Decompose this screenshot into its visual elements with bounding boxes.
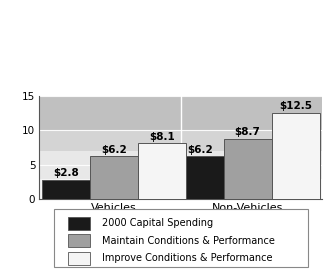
FancyBboxPatch shape (54, 209, 308, 267)
FancyBboxPatch shape (68, 252, 90, 265)
Bar (176, 156, 224, 199)
Bar (39, 96, 322, 130)
Text: $6.2: $6.2 (101, 145, 127, 155)
Text: $2.8: $2.8 (53, 168, 79, 178)
Text: A Comparison 2000 Capital Spending with
Average Annual Investment Requirements
(: A Comparison 2000 Capital Spending with … (32, 25, 297, 62)
FancyBboxPatch shape (68, 216, 90, 230)
Bar (39, 130, 322, 151)
Bar (138, 143, 186, 199)
Bar (224, 139, 272, 199)
Text: $6.2: $6.2 (187, 145, 213, 155)
Text: $12.5: $12.5 (279, 101, 312, 111)
Bar (90, 156, 138, 199)
Bar (272, 113, 320, 199)
Bar (39, 179, 322, 199)
FancyBboxPatch shape (68, 234, 90, 247)
Bar (42, 180, 90, 199)
Text: $8.7: $8.7 (235, 127, 261, 137)
Text: Maintain Conditions & Performance: Maintain Conditions & Performance (102, 236, 275, 246)
Text: $8.1: $8.1 (149, 132, 175, 141)
Text: 2000 Capital Spending: 2000 Capital Spending (102, 218, 213, 228)
Text: Improve Conditions & Performance: Improve Conditions & Performance (102, 253, 272, 263)
Bar (39, 151, 322, 179)
